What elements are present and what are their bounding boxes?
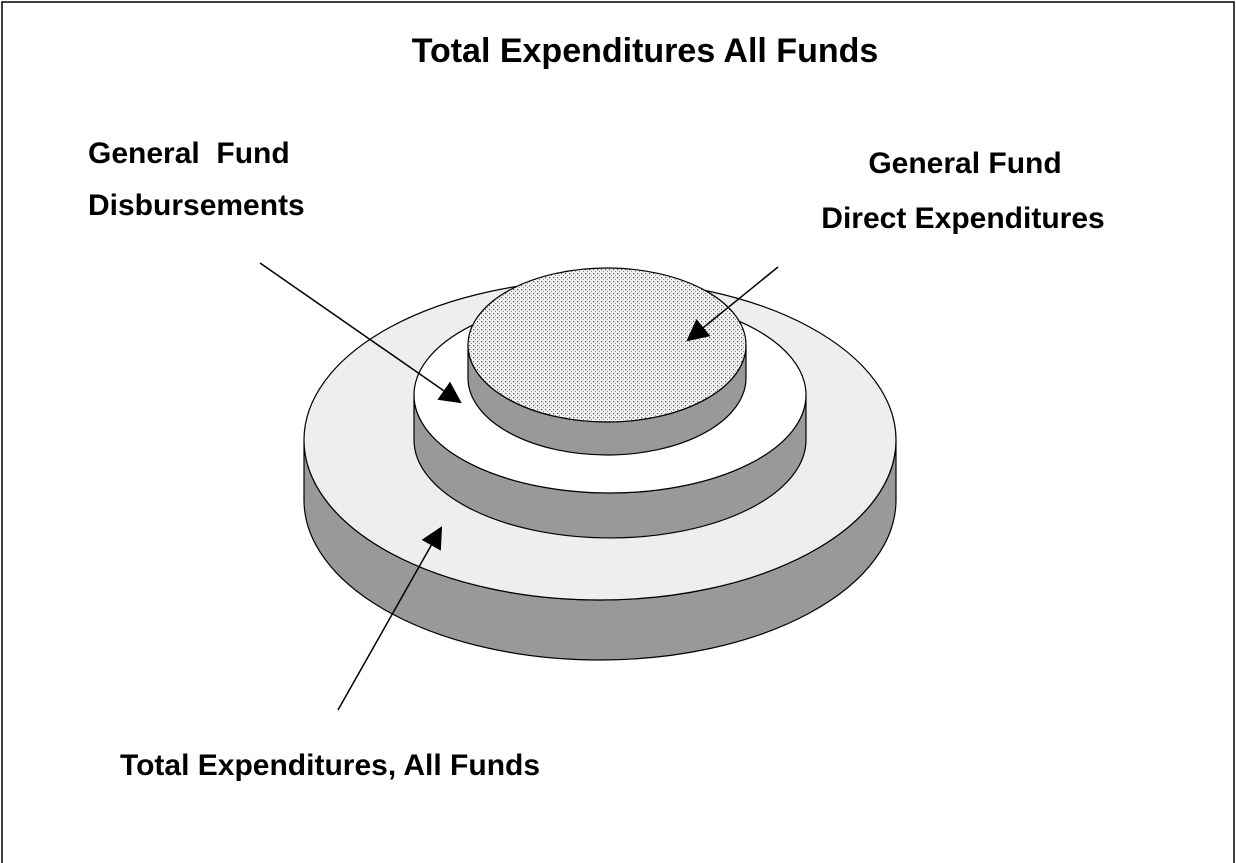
label: Disbursements [88,189,305,222]
arrow [686,266,779,342]
label: Direct Expenditures [821,202,1104,235]
small-disk [467,267,747,456]
arrow [259,262,462,404]
label: General Fund [868,147,1061,180]
title: Total Expenditures All Funds [412,32,879,70]
arrow [337,526,443,711]
label: Total Expenditures, All Funds [120,749,540,782]
label: General Fund [88,137,290,170]
